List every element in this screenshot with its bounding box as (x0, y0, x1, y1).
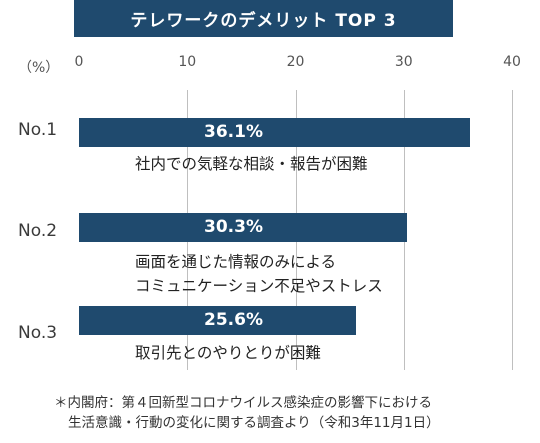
value-label: 25.6% (204, 310, 263, 330)
bar (79, 306, 357, 335)
gridline (512, 90, 513, 370)
value-label: 30.3% (204, 217, 263, 237)
x-tick-label: 30 (394, 54, 413, 70)
bar (79, 118, 470, 147)
footnote: ＊内閣府：第４回新型コロナウイルス感染症の影響下における 生活意識・行動の変化に… (54, 393, 440, 433)
category-label-line: 画面を通じた情報のみによる (135, 253, 337, 271)
category-label: 社内での気軽な相談・報告が困難 (135, 152, 368, 176)
rank-label: No.2 (18, 221, 58, 241)
unit-label: （%） (18, 60, 60, 76)
rank-label: No.3 (18, 323, 58, 343)
x-tick-label: 10 (178, 54, 197, 70)
footnote-line-1: ＊内閣府：第４回新型コロナウイルス感染症の影響下における (54, 395, 432, 411)
rank-label: No.1 (18, 120, 58, 140)
category-label-line: 社内での気軽な相談・報告が困難 (135, 155, 368, 173)
x-tick-label: 0 (74, 54, 84, 70)
category-label-line: 取引先とのやりとりが困難 (135, 344, 321, 362)
x-tick-label: 20 (286, 54, 305, 70)
category-label-line: コミュニケーション不足やストレス (135, 277, 383, 295)
value-label: 36.1% (204, 122, 263, 142)
category-label: 画面を通じた情報のみによるコミュニケーション不足やストレス (135, 250, 383, 298)
category-label: 取引先とのやりとりが困難 (135, 341, 321, 365)
footnote-line-2: 生活意識・行動の変化に関する調査より（令和3年11月1日） (68, 415, 440, 431)
chart-title: テレワークのデメリット TOP 3 (74, 0, 453, 37)
bar (79, 213, 407, 242)
x-tick-label: 40 (503, 54, 521, 70)
